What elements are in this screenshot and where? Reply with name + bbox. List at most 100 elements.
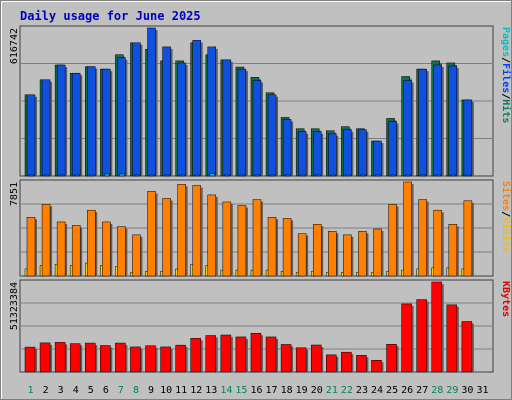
legend-entry: KBytes: [500, 281, 511, 317]
bar-visits-sites-11: [177, 184, 186, 277]
bar-hits-files-29: [448, 65, 458, 177]
panel-hits-max-label: 616742: [9, 28, 20, 64]
bar-visits-sites-28: [433, 209, 442, 277]
bar-hits-files-7: [117, 57, 126, 177]
bar-hits-files-15: [237, 68, 247, 177]
x-tick-label: 17: [266, 385, 278, 396]
bar-kbytes-kbytes-7: [115, 342, 126, 373]
bar-hits-files-19: [297, 131, 307, 177]
legend-entry: Visits: [500, 217, 512, 253]
bar-visits-sites-4: [71, 225, 81, 277]
bar-hits-files-3: [56, 64, 66, 177]
bar-kbytes-kbytes-21: [326, 354, 337, 373]
bar-hits-pages-12: [194, 174, 200, 177]
x-tick-label: 27: [416, 385, 428, 396]
x-tick-label: 24: [371, 385, 383, 396]
bar-visits-sites-21: [328, 231, 337, 277]
panel-visits-max-label: 7851: [9, 182, 20, 206]
bar-kbytes-kbytes-24: [371, 360, 382, 373]
x-tick-label: 20: [311, 385, 323, 396]
bar-visits-sites-5: [87, 209, 96, 277]
bar-visits-sites-18: [282, 218, 292, 277]
bar-hits-pages-8: [134, 174, 140, 177]
bar-kbytes-kbytes-27: [416, 299, 427, 373]
legend-entry: /: [500, 57, 511, 63]
bar-hits-pages-21: [330, 174, 336, 177]
bar-kbytes-kbytes-12: [190, 338, 201, 373]
x-tick-label: 16: [250, 385, 262, 396]
bar-hits-files-2: [41, 79, 51, 177]
bar-visits-sites-19: [297, 233, 307, 277]
bar-hits-files-27: [418, 68, 427, 177]
bar-hits-pages-18: [284, 174, 291, 177]
bar-kbytes-kbytes-28: [431, 281, 442, 373]
bar-kbytes-kbytes-19: [295, 347, 307, 373]
bar-hits-files-24: [373, 140, 382, 177]
x-tick-label: 28: [431, 385, 443, 396]
bar-hits-files-21: [328, 133, 337, 177]
bar-hits-files-23: [358, 129, 367, 177]
bar-kbytes-kbytes-11: [175, 344, 186, 373]
bar-hits-pages-25: [390, 174, 396, 177]
bar-visits-sites-23: [358, 231, 367, 277]
bar-visits-sites-27: [418, 199, 427, 277]
bar-kbytes-kbytes-23: [356, 355, 367, 373]
x-tick-label: 8: [133, 385, 139, 396]
bar-hits-pages-26: [405, 174, 411, 177]
bar-visits-sites-22: [343, 234, 352, 277]
bar-kbytes-kbytes-22: [341, 351, 352, 373]
x-tick-label: 15: [235, 385, 247, 396]
bar-hits-pages-17: [269, 174, 276, 177]
bar-kbytes-kbytes-9: [145, 345, 156, 373]
x-tick-label: 3: [58, 385, 64, 396]
legend-entry: Files: [500, 63, 512, 93]
bar-kbytes-kbytes-14: [220, 334, 232, 373]
x-tick-label: 13: [205, 385, 217, 396]
bar-hits-files-9: [147, 27, 156, 177]
bar-hits-files-4: [71, 72, 81, 177]
x-tick-label: 19: [296, 385, 308, 396]
bar-hits-pages-23: [360, 174, 366, 177]
legend-entry: Pages: [500, 27, 511, 57]
x-tick-label: 10: [160, 385, 172, 396]
bar-hits-files-13: [207, 46, 217, 177]
bar-kbytes-kbytes-13: [205, 335, 217, 373]
bar-hits-pages-30: [465, 174, 472, 177]
x-tick-label: 31: [476, 385, 488, 396]
bar-kbytes-kbytes-1: [24, 346, 36, 373]
bar-hits-files-17: [267, 94, 277, 177]
x-tick-label: 2: [43, 385, 49, 396]
x-tick-label: 29: [446, 385, 458, 396]
bar-visits-sites-29: [448, 224, 458, 277]
bar-kbytes-kbytes-8: [130, 346, 141, 373]
bar-hits-files-12: [192, 40, 201, 177]
x-tick-label: 11: [175, 385, 187, 396]
bar-visits-sites-24: [373, 228, 382, 277]
bar-visits-sites-14: [222, 201, 232, 277]
bar-hits-files-6: [102, 68, 111, 177]
bar-kbytes-kbytes-26: [401, 303, 412, 373]
bar-visits-sites-1: [26, 217, 36, 277]
bar-visits-sites-12: [192, 185, 201, 277]
bar-visits-sites-3: [56, 221, 66, 277]
bar-kbytes-kbytes-20: [310, 344, 322, 373]
bar-visits-sites-25: [388, 204, 397, 277]
panel-kbytes-legend: KBytes: [500, 281, 511, 317]
x-tick-label: 21: [326, 385, 338, 396]
bar-kbytes-kbytes-15: [235, 336, 247, 373]
bar-hits-files-10: [162, 46, 171, 177]
bar-hits-pages-14: [224, 174, 231, 177]
bar-hits-pages-28: [435, 174, 441, 177]
bar-hits-pages-19: [299, 174, 306, 177]
bar-hits-pages-6: [104, 173, 110, 177]
bar-visits-sites-2: [41, 204, 51, 277]
x-tick-label: 12: [190, 385, 202, 396]
panel-hits-legend: Pages/Files/Hits: [500, 27, 512, 123]
bar-hits-pages-5: [89, 174, 95, 177]
bar-visits-sites-13: [207, 194, 217, 277]
bar-kbytes-kbytes-5: [85, 342, 96, 373]
bar-hits-pages-2: [43, 174, 50, 177]
bar-visits-sites-15: [237, 205, 247, 277]
legend-entry: Hits: [500, 99, 512, 123]
